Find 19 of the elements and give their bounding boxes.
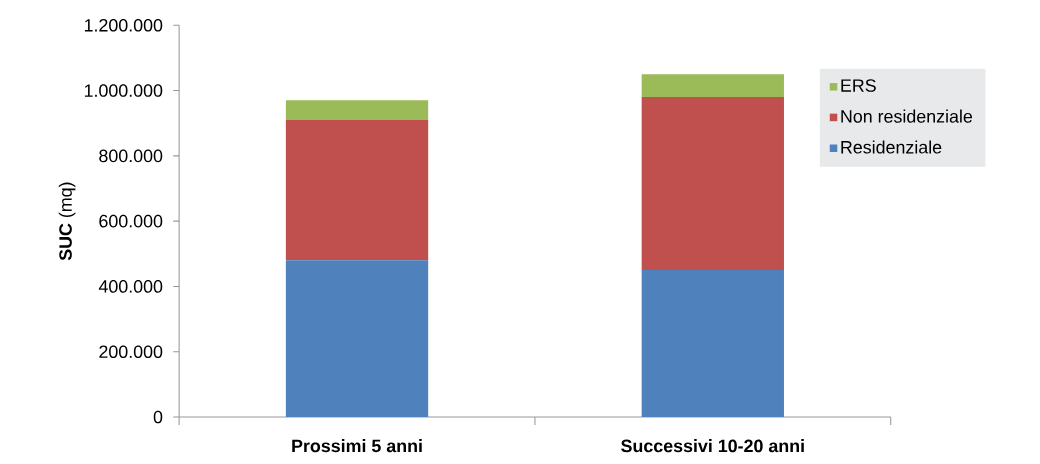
y-tick-label: 600.000 [99,214,163,228]
bar [641,270,784,418]
y-tick-label: 400.000 [98,280,163,293]
bar [285,100,429,121]
y-tick-label: 1.000.000 [84,84,163,97]
y-axis-title: SUC (mq) [58,182,76,261]
bar [285,260,429,418]
x-tick-label: Prossimi 5 anni [292,439,422,453]
y-tick-label: 1.200.000 [84,19,163,32]
y-tick-label: 200.000 [99,345,163,359]
bar [641,97,784,271]
bar [285,120,429,261]
x-tick-label: Successivi 10-20 anni [621,439,804,453]
legend-label: Non residenziale [841,109,973,123]
legend-label: Residenziale [841,140,942,154]
y-tick-label: 800.000 [99,149,163,163]
bar [641,74,784,98]
legend-label: ERS [841,79,876,92]
y-tick-label: 0 [153,410,163,424]
